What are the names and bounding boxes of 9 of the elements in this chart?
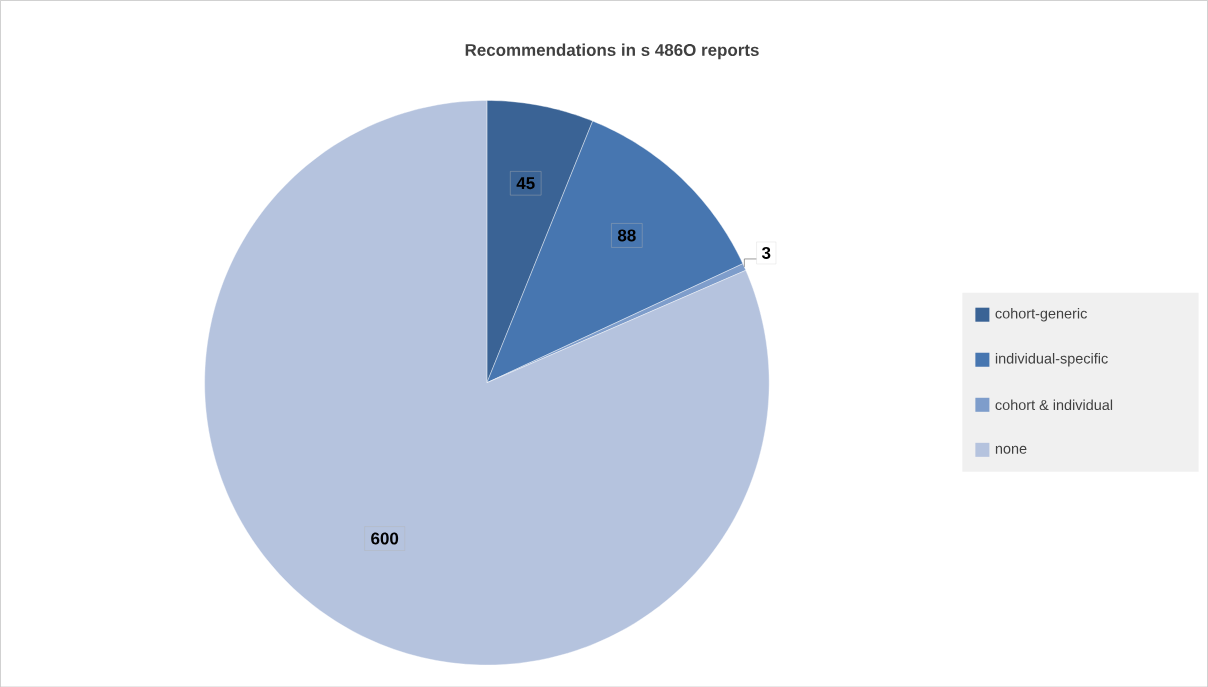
data-label: 45 — [516, 177, 535, 189]
chart-title: Recommendations in s 486O reports — [465, 43, 759, 60]
data-label: 88 — [617, 229, 636, 242]
data-label: 600 — [371, 532, 399, 545]
legend-label: cohort & individual — [995, 399, 1113, 410]
legend-label: individual-specific — [995, 352, 1108, 367]
legend-label: none — [995, 445, 1027, 454]
data-label: 3 — [761, 246, 771, 259]
legend-label: cohort-generic — [995, 307, 1087, 322]
